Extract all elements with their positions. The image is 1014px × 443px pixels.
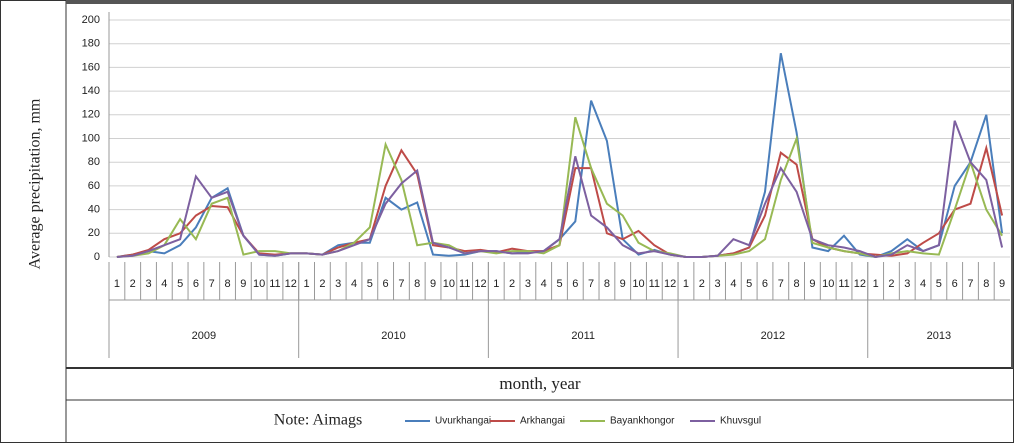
x-tick-label: 11 bbox=[838, 278, 849, 290]
x-tick-label: 5 bbox=[367, 278, 373, 290]
year-label: 2010 bbox=[381, 330, 405, 342]
series-line bbox=[116, 116, 1003, 259]
x-tick-label: 1 bbox=[114, 278, 120, 290]
y-tick-label: 40 bbox=[88, 204, 100, 216]
legend-label: Bayankhongor bbox=[610, 416, 675, 427]
x-tick-label: 5 bbox=[936, 278, 942, 290]
x-tick-label: 10 bbox=[822, 278, 834, 290]
y-tick-label: 180 bbox=[82, 38, 100, 50]
x-tick-label: 4 bbox=[541, 278, 547, 290]
series-line bbox=[116, 120, 1004, 259]
x-tick-label: 10 bbox=[253, 278, 265, 290]
x-tick-label: 8 bbox=[604, 278, 610, 290]
x-tick-label: 11 bbox=[459, 278, 470, 290]
y-tick-label: 100 bbox=[82, 132, 100, 144]
y-axis-label: Average precipitation, mm bbox=[27, 98, 44, 269]
x-tick-label: 8 bbox=[983, 278, 989, 290]
year-label: 2011 bbox=[571, 330, 595, 342]
year-label: 2012 bbox=[761, 330, 785, 342]
x-tick-label: 1 bbox=[683, 278, 689, 290]
x-tick-label: 3 bbox=[335, 278, 341, 290]
x-tick-label: 2 bbox=[888, 278, 894, 290]
x-tick-label: 6 bbox=[193, 278, 199, 290]
x-tick-label: 2 bbox=[319, 278, 325, 290]
x-tick-label: 2 bbox=[130, 278, 136, 290]
x-axis-label: month, year bbox=[499, 374, 581, 393]
x-tick-label: 12 bbox=[285, 278, 297, 290]
x-tick-label: 8 bbox=[224, 278, 230, 290]
x-tick-label: 8 bbox=[414, 278, 420, 290]
x-tick-label: 6 bbox=[952, 278, 958, 290]
x-tick-label: 3 bbox=[145, 278, 151, 290]
x-tick-label: 10 bbox=[443, 278, 455, 290]
y-tick-label: 20 bbox=[88, 227, 100, 239]
x-tick-label: 5 bbox=[177, 278, 183, 290]
y-tick-label: 200 bbox=[82, 14, 100, 26]
x-tick-label: 11 bbox=[649, 278, 660, 290]
x-tick-label: 3 bbox=[715, 278, 721, 290]
x-tick-label: 9 bbox=[240, 278, 246, 290]
x-tick-label: 8 bbox=[794, 278, 800, 290]
x-tick-label: 5 bbox=[556, 278, 562, 290]
note-label: Note: Aimags bbox=[274, 412, 362, 429]
x-tick-label: 2 bbox=[699, 278, 705, 290]
x-tick-label: 9 bbox=[999, 278, 1005, 290]
x-tick-label: 4 bbox=[351, 278, 357, 290]
x-tick-label: 4 bbox=[161, 278, 167, 290]
x-tick-label: 7 bbox=[398, 278, 404, 290]
x-tick-label: 6 bbox=[383, 278, 389, 290]
x-tick-label: 11 bbox=[269, 278, 280, 290]
year-label: 2009 bbox=[192, 330, 216, 342]
x-tick-label: 10 bbox=[632, 278, 644, 290]
x-tick-label: 4 bbox=[730, 278, 736, 290]
x-tick-label: 7 bbox=[967, 278, 973, 290]
x-tick-label: 9 bbox=[430, 278, 436, 290]
x-tick-label: 7 bbox=[778, 278, 784, 290]
x-tick-label: 9 bbox=[809, 278, 815, 290]
y-tick-label: 120 bbox=[82, 109, 100, 121]
legend-label: Uvurkhangai bbox=[435, 416, 491, 427]
x-tick-label: 5 bbox=[746, 278, 752, 290]
x-tick-label: 12 bbox=[474, 278, 486, 290]
x-tick-label: 1 bbox=[493, 278, 499, 290]
y-tick-label: 0 bbox=[94, 251, 100, 263]
y-tick-label: 140 bbox=[82, 85, 100, 97]
x-tick-label: 12 bbox=[664, 278, 676, 290]
x-tick-label: 7 bbox=[588, 278, 594, 290]
x-tick-label: 2 bbox=[509, 278, 515, 290]
x-tick-label: 6 bbox=[572, 278, 578, 290]
legend-label: Arkhangai bbox=[520, 416, 565, 427]
y-tick-label: 160 bbox=[82, 61, 100, 73]
x-tick-label: 4 bbox=[920, 278, 926, 290]
x-tick-label: 3 bbox=[525, 278, 531, 290]
legend-label: Khuvsgul bbox=[720, 416, 761, 427]
x-tick-label: 9 bbox=[620, 278, 626, 290]
x-tick-label: 1 bbox=[873, 278, 879, 290]
x-tick-label: 6 bbox=[762, 278, 768, 290]
series-line bbox=[116, 53, 1004, 259]
y-tick-label: 60 bbox=[88, 180, 100, 192]
y-tick-label: 80 bbox=[88, 156, 100, 168]
x-tick-label: 7 bbox=[209, 278, 215, 290]
x-tick-label: 12 bbox=[854, 278, 866, 290]
year-label: 2013 bbox=[927, 330, 951, 342]
x-tick-label: 1 bbox=[304, 278, 310, 290]
x-tick-label: 3 bbox=[904, 278, 910, 290]
